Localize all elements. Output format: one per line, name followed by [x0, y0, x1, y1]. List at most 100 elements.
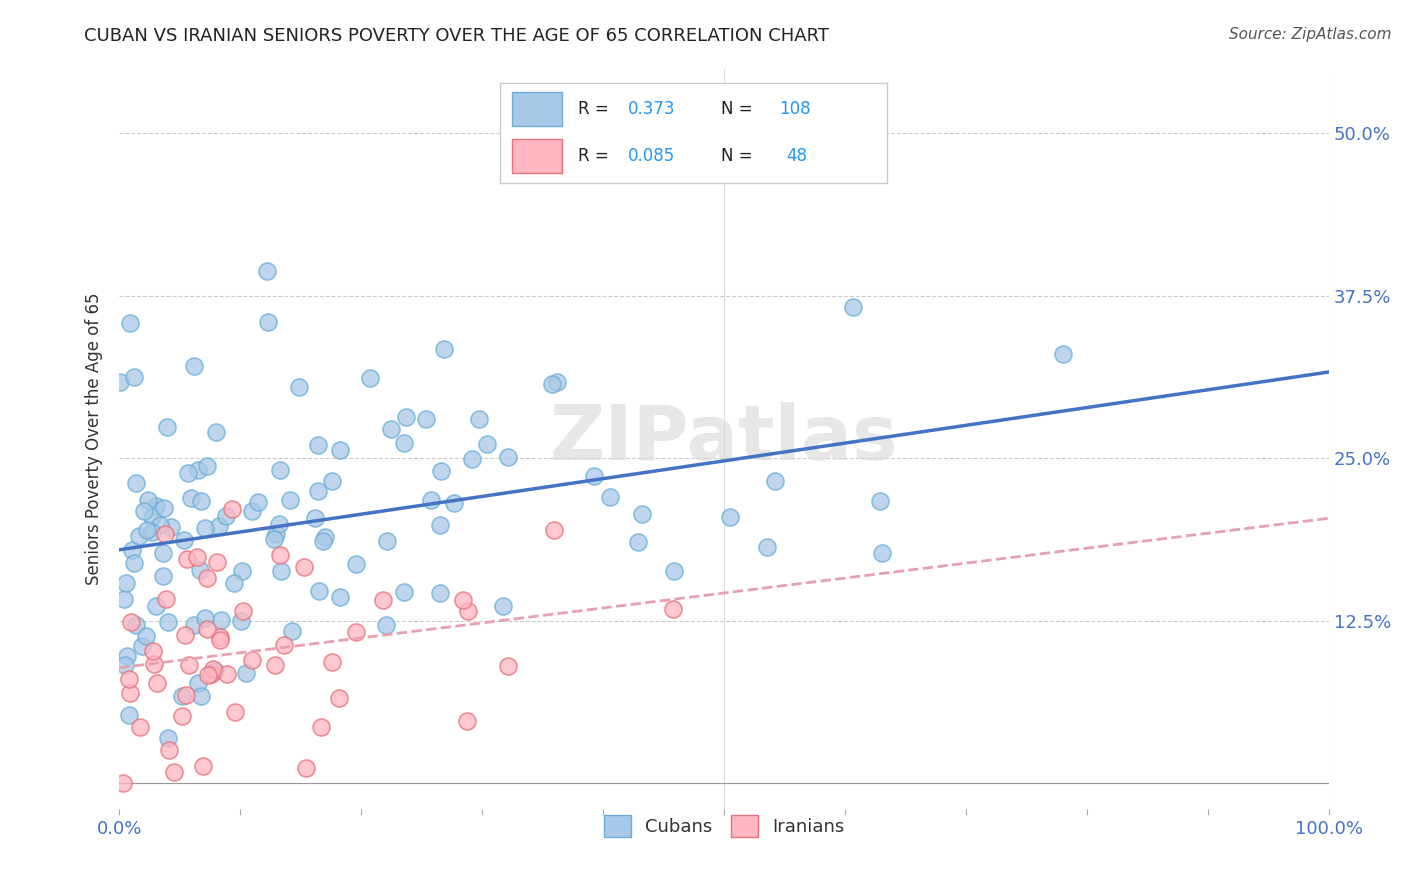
Point [195, 458, 218, 473]
Point [156, 731, 179, 745]
Point [118, 672, 141, 686]
Point [321, 474, 343, 488]
Point [205, 555, 228, 569]
Point [247, 495, 270, 509]
Point [209, 613, 232, 627]
Point [186, 549, 208, 564]
Point [344, 558, 367, 572]
Point [870, 546, 893, 560]
Point [115, 649, 138, 664]
Point [224, 575, 246, 590]
Point [191, 759, 214, 773]
Point [307, 438, 329, 452]
Text: ZIPatlas: ZIPatlas [550, 401, 898, 475]
Point [183, 618, 205, 632]
Point [155, 592, 177, 607]
Point [457, 604, 479, 618]
Point [373, 592, 395, 607]
Point [496, 450, 519, 464]
Point [112, 592, 135, 607]
Point [204, 664, 226, 678]
Point [205, 425, 228, 439]
Point [287, 380, 309, 394]
Text: Source: ZipAtlas.com: Source: ZipAtlas.com [1229, 27, 1392, 42]
Point [183, 359, 205, 373]
Point [221, 501, 243, 516]
Point [314, 530, 336, 544]
Point [115, 575, 138, 590]
Point [242, 653, 264, 667]
Point [270, 564, 292, 578]
Point [546, 376, 568, 390]
Point [257, 315, 280, 329]
Y-axis label: Seniors Poverty Over the Age of 65: Seniors Poverty Over the Age of 65 [86, 293, 103, 585]
Point [328, 443, 350, 458]
Point [207, 519, 229, 533]
Point [664, 565, 686, 579]
Point [160, 520, 183, 534]
Point [269, 517, 291, 532]
Point [842, 300, 865, 314]
Point [359, 370, 381, 384]
Point [143, 657, 166, 671]
Point [145, 499, 167, 513]
Point [131, 639, 153, 653]
Point [231, 564, 253, 578]
Point [235, 665, 257, 680]
Point [269, 463, 291, 477]
Point [125, 617, 148, 632]
Point [541, 376, 564, 391]
Point [197, 668, 219, 682]
Point [118, 708, 141, 723]
Point [114, 657, 136, 672]
Point [208, 632, 231, 647]
Point [170, 689, 193, 703]
Point [120, 615, 142, 630]
Point [308, 583, 330, 598]
Point [141, 644, 163, 658]
Point [430, 463, 453, 477]
Point [200, 666, 222, 681]
Point [129, 720, 152, 734]
Point [380, 422, 402, 436]
Point [156, 420, 179, 434]
Point [492, 599, 515, 613]
Point [180, 491, 202, 505]
Point [125, 476, 148, 491]
Point [309, 720, 332, 734]
Point [177, 657, 200, 672]
Point [375, 534, 398, 549]
Point [433, 342, 456, 356]
Point [718, 510, 741, 524]
Point [122, 556, 145, 570]
Point [263, 532, 285, 546]
Point [496, 658, 519, 673]
Point [461, 452, 484, 467]
Point [152, 546, 174, 560]
Point [153, 526, 176, 541]
Point [266, 527, 288, 541]
Point [136, 523, 159, 537]
Point [599, 490, 621, 504]
Point [146, 675, 169, 690]
Point [273, 639, 295, 653]
Point [415, 412, 437, 426]
Point [190, 493, 212, 508]
Point [195, 622, 218, 636]
Point [187, 463, 209, 477]
Point [194, 521, 217, 535]
Point [429, 586, 451, 600]
Point [631, 507, 654, 521]
Point [395, 410, 418, 425]
Point [118, 316, 141, 330]
Point [1052, 346, 1074, 360]
Point [120, 686, 142, 700]
Point [229, 614, 252, 628]
Point [763, 475, 786, 489]
Point [280, 624, 302, 638]
Point [190, 563, 212, 577]
Point [627, 534, 650, 549]
Point [869, 494, 891, 508]
Point [145, 599, 167, 614]
Point [392, 436, 415, 450]
